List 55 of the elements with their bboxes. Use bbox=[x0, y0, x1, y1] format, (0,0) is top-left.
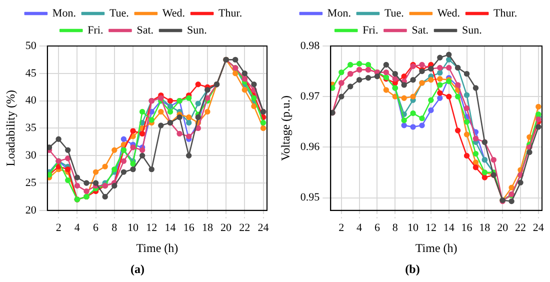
legend-label: Sun. bbox=[462, 24, 482, 36]
y-tick-label: 25 bbox=[25, 176, 37, 189]
x-tick-label: 10 bbox=[408, 222, 420, 234]
legend-label: Fri. bbox=[88, 24, 104, 36]
x-tick-label: 18 bbox=[479, 222, 491, 234]
x-tick-label: 12 bbox=[425, 222, 436, 234]
x-tick-label: 6 bbox=[374, 222, 380, 234]
x-tick-label: 10 bbox=[128, 222, 140, 234]
legend-label: Tue. bbox=[384, 7, 404, 20]
x-tick-label: 22 bbox=[239, 222, 250, 234]
x-tick-label: 8 bbox=[112, 222, 118, 234]
x-tick-label: 8 bbox=[392, 222, 398, 234]
legend-label: Sat. bbox=[412, 24, 429, 36]
text: (b) bbox=[405, 262, 420, 276]
x-axis-title: Time (h) bbox=[136, 240, 178, 255]
y-axis-title: Loadability (%) bbox=[3, 90, 18, 166]
legend-label: Thur. bbox=[494, 7, 518, 20]
x-tick-label: 2 bbox=[338, 222, 344, 234]
x-tick-label: 16 bbox=[183, 222, 195, 234]
x-tick-label: 4 bbox=[74, 222, 80, 234]
y-tick-label: 40 bbox=[25, 94, 37, 107]
legend-label: Sat. bbox=[136, 24, 154, 36]
legend-label: Wed. bbox=[162, 7, 186, 20]
y-tick-label: 0.98 bbox=[300, 40, 320, 52]
y-tick-label: 30 bbox=[25, 149, 37, 162]
y-tick-label: 20 bbox=[25, 204, 37, 216]
x-tick-label: 22 bbox=[515, 222, 526, 234]
x-tick-label: 6 bbox=[93, 222, 100, 234]
legend-label: Sun. bbox=[187, 24, 208, 36]
x-tick-label: 4 bbox=[356, 222, 363, 234]
y-tick-label: 50 bbox=[25, 40, 37, 52]
legend-label: Mon. bbox=[327, 7, 352, 20]
x-tick-label: 14 bbox=[443, 222, 455, 234]
y-tick-label: 45 bbox=[25, 67, 37, 80]
y-tick-label: 0.96 bbox=[300, 141, 320, 154]
x-tick-label: 24 bbox=[258, 222, 270, 234]
x-tick-label: 20 bbox=[220, 222, 232, 234]
legend-label: Fri. bbox=[362, 24, 378, 36]
x-tick-label: 20 bbox=[497, 222, 509, 234]
x-tick-label: 14 bbox=[164, 222, 176, 234]
x-tick-label: 24 bbox=[532, 222, 544, 234]
x-tick-label: 18 bbox=[202, 222, 214, 234]
x-axis-title: Time (h) bbox=[415, 240, 458, 255]
y-axis-title: Voltage (p.u.) bbox=[278, 95, 292, 161]
x-tick-label: 16 bbox=[461, 222, 473, 234]
y-tick-label: 0.97 bbox=[300, 90, 320, 102]
y-tick-label: 35 bbox=[25, 122, 37, 134]
x-tick-label: 12 bbox=[146, 222, 158, 234]
text: (a) bbox=[130, 262, 144, 276]
legend-label: Mon. bbox=[52, 7, 76, 20]
legend-label: Thur. bbox=[218, 7, 242, 20]
x-tick-label: 2 bbox=[56, 222, 62, 234]
y-tick-label: 0.95 bbox=[300, 192, 320, 204]
legend-label: Tue. bbox=[109, 7, 130, 20]
legend-label: Wed. bbox=[437, 7, 460, 20]
